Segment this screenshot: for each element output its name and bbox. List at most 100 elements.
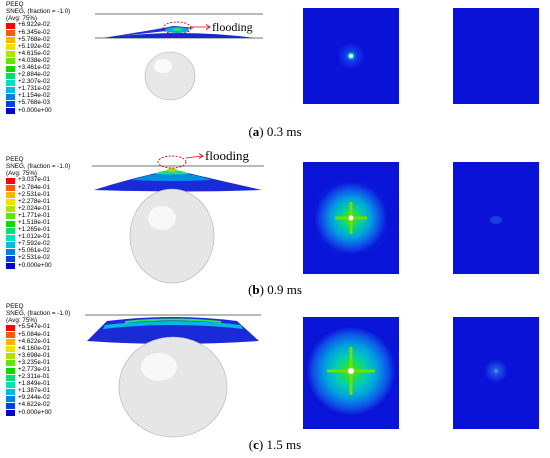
legend-row: +5.547e-01	[6, 323, 70, 331]
legend-row: +1.849e-01	[6, 380, 70, 388]
legend-swatch	[6, 86, 15, 93]
contour-legend: PEEQ SNEG, (fraction = -1.0) (Avg: 75%) …	[6, 156, 71, 270]
legend-swatch	[6, 220, 15, 227]
legend-row: +2.884e-02	[6, 71, 70, 79]
legend-swatch	[6, 79, 15, 86]
legend-row: +1.387e-01	[6, 387, 70, 395]
legend-row: +6.922e-02	[6, 21, 70, 29]
legend-row: +5.061e-02	[6, 247, 70, 255]
legend-swatch	[6, 192, 15, 199]
legend-subtitle: SNEG, (fraction = -1.0)	[6, 8, 71, 15]
legend-value: +7.592e-02	[18, 240, 51, 248]
legend-swatch	[6, 185, 15, 192]
legend-swatch	[6, 58, 15, 65]
legend-row: +3.461e-02	[6, 63, 70, 72]
legend-value: +3.235e-01	[18, 358, 51, 366]
legend-swatch	[6, 178, 15, 184]
legend-value: +2.024e-01	[18, 204, 51, 212]
legend-row: +2.773e-01	[6, 365, 70, 374]
legend-swatch	[6, 360, 15, 367]
legend-row: +5.768e-03	[6, 99, 70, 108]
legend-swatch	[6, 72, 15, 79]
caption-letter: c	[253, 437, 259, 452]
legend-value: +2.531e-01	[18, 190, 51, 198]
legend-swatch	[6, 51, 15, 58]
plate-view-back-a	[453, 8, 539, 104]
side-view-c	[85, 314, 261, 438]
side-view-b: flooding	[92, 148, 264, 284]
legend-title: PEEQ	[6, 303, 24, 310]
legend-swatch	[6, 241, 15, 248]
flooding-marker	[157, 155, 187, 169]
legend-swatch	[6, 37, 15, 44]
plate-view-front-b	[303, 162, 399, 274]
legend-value: +6.345e-02	[18, 28, 51, 36]
plate-view-back-b	[453, 162, 539, 274]
legend-swatch	[6, 374, 15, 381]
panel-a: PEEQ SNEG, (fraction = -1.0) (Avg: 75%) …	[0, 0, 550, 145]
legend-row: +4.622e-02	[6, 401, 70, 410]
legend-value: +0.000e+00	[18, 106, 52, 114]
legend-swatch	[6, 395, 15, 402]
legend-value: +1.849e-01	[18, 380, 51, 388]
legend-swatch	[6, 44, 15, 51]
legend-value: +2.531e-02	[18, 254, 51, 262]
legend-value: +3.037e-01	[18, 176, 51, 184]
plate-view-back-c	[453, 317, 539, 429]
flooding-marker	[162, 21, 192, 35]
legend-swatch	[6, 263, 15, 270]
legend-row: +0.000e+00	[6, 262, 70, 270]
legend-swatch	[6, 256, 15, 263]
legend-value: +5.192e-02	[18, 42, 51, 50]
legend-row: +2.307e-02	[6, 78, 70, 86]
legend-value: +5.084e-01	[18, 330, 51, 338]
legend-value: +2.278e-01	[18, 197, 51, 205]
legend-row: +2.784e-01	[6, 183, 70, 192]
legend-swatch	[6, 234, 15, 241]
legend-value: +2.307e-02	[18, 78, 51, 86]
legend-swatch	[6, 227, 15, 234]
plate-view-front-c	[303, 317, 399, 429]
legend-value: +5.768e-02	[18, 35, 51, 43]
legend-value: +0.000e+00	[18, 408, 52, 416]
legend-subtitle: SNEG, (fraction = -1.0)	[6, 163, 71, 170]
legend-swatch	[6, 381, 15, 388]
flooding-label: flooding	[212, 20, 253, 34]
legend-swatch	[6, 23, 15, 29]
legend-value: +5.768e-03	[18, 99, 51, 107]
legend-row: +4.615e-02	[6, 50, 70, 58]
legend-value: +6.922e-02	[18, 21, 51, 29]
legend-swatch	[6, 93, 15, 100]
legend-value: +4.038e-02	[18, 56, 51, 64]
legend-value: +2.784e-01	[18, 183, 51, 191]
panel-b: PEEQ SNEG, (fraction = -1.0) (Avg: 75%) …	[0, 148, 550, 303]
legend-avg: (Avg: 75%)	[6, 317, 38, 324]
legend-subtitle: SNEG, (fraction = -1.0)	[6, 310, 71, 317]
legend-swatch	[6, 339, 15, 346]
legend-value: +1.518e-01	[18, 218, 51, 226]
legend-swatch	[6, 248, 15, 255]
legend-row: +2.024e-01	[6, 204, 70, 213]
caption-letter: b	[252, 282, 260, 297]
legend-title: PEEQ	[6, 156, 24, 163]
legend-value: +4.160e-01	[18, 344, 51, 352]
legend-row: +2.311e-01	[6, 373, 70, 381]
legend-avg: (Avg: 75%)	[6, 170, 38, 177]
legend-value: +5.061e-02	[18, 247, 51, 255]
legend-value: +3.461e-02	[18, 63, 51, 71]
legend-swatch	[6, 325, 15, 331]
legend-row: +1.771e-01	[6, 211, 70, 220]
legend-value: +9.244e-02	[18, 394, 51, 402]
legend-row: +4.160e-01	[6, 344, 70, 353]
legend-row: +0.000e+00	[6, 408, 70, 417]
legend-value: +1.771e-01	[18, 211, 51, 219]
legend-row: +5.192e-02	[6, 42, 70, 51]
legend-avg: (Avg: 75%)	[6, 15, 38, 22]
legend-swatch	[6, 65, 15, 72]
legend-row: +6.345e-02	[6, 28, 70, 37]
legend-swatch	[6, 346, 15, 353]
plate-view-front-a	[303, 8, 399, 104]
legend-swatch	[6, 108, 15, 115]
legend-value: +2.773e-01	[18, 365, 51, 373]
legend-value: +4.622e-01	[18, 337, 51, 345]
